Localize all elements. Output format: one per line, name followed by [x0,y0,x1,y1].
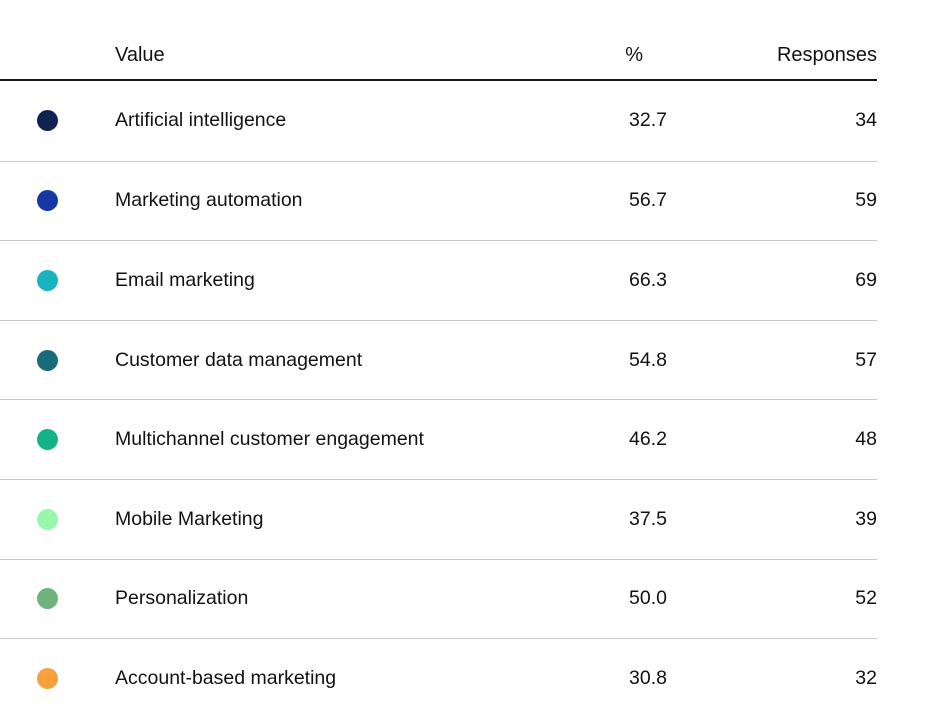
row-percent: 30.8 [629,666,667,689]
row-responses: 69 [855,268,877,291]
table-row: Email marketing 66.3 69 [0,240,877,320]
table-row: Mobile Marketing 37.5 39 [0,478,877,559]
row-percent: 37.5 [629,507,667,530]
table-row: Personalization 50.0 52 [0,558,877,639]
row-responses: 57 [855,348,877,371]
legend-swatch-icon [37,588,58,610]
table-row: Account-based marketing 30.8 32 [0,638,877,718]
legend-swatch-icon [37,349,58,371]
row-percent: 32.7 [629,109,667,132]
legend-swatch-icon [37,429,58,451]
legend-swatch-icon [37,190,58,212]
legend-swatch-icon [37,110,58,132]
row-percent: 56.7 [629,189,667,212]
table-row: Artificial intelligence 32.7 34 [0,81,877,161]
row-responses: 52 [855,587,877,610]
legend-swatch-cell [0,81,115,161]
column-header-responses: Responses [776,44,877,66]
column-header-percent: % [625,44,643,66]
row-label: Artificial intelligence [115,109,287,132]
legend-swatch-icon [37,667,58,689]
row-percent: 46.2 [629,428,667,451]
table-row: Multichannel customer engagement 46.2 48 [0,399,877,479]
row-label: Account-based marketing [115,666,337,689]
row-label: Marketing automation [115,189,303,212]
row-responses: 59 [855,189,877,212]
table-header-row: Value % Responses [0,0,877,81]
row-responses: 48 [855,428,877,451]
row-responses: 39 [855,507,877,530]
legend-swatch-icon [37,508,58,530]
row-label: Customer data management [115,348,363,371]
legend-swatch-cell [0,321,115,400]
legend-swatch-icon [37,269,58,291]
table-row: Marketing automation 56.7 59 [0,160,877,241]
column-header-value: Value [115,44,165,66]
legend-swatch-cell [0,400,115,479]
row-percent: 54.8 [629,348,667,371]
table-row: Customer data management 54.8 57 [0,319,877,400]
legend-swatch-cell [0,162,115,241]
legend-swatch-cell [0,241,115,320]
row-label: Mobile Marketing [115,507,264,530]
row-label: Personalization [115,587,249,610]
row-percent: 66.3 [629,268,667,291]
legend-swatch-cell [0,560,115,639]
legend-swatch-cell [0,639,115,718]
row-label: Email marketing [115,268,255,291]
legend-swatch-cell [0,480,115,559]
row-percent: 50.0 [629,587,667,610]
row-label: Multichannel customer engagement [115,428,424,451]
row-responses: 32 [855,666,877,689]
row-responses: 34 [855,109,877,132]
